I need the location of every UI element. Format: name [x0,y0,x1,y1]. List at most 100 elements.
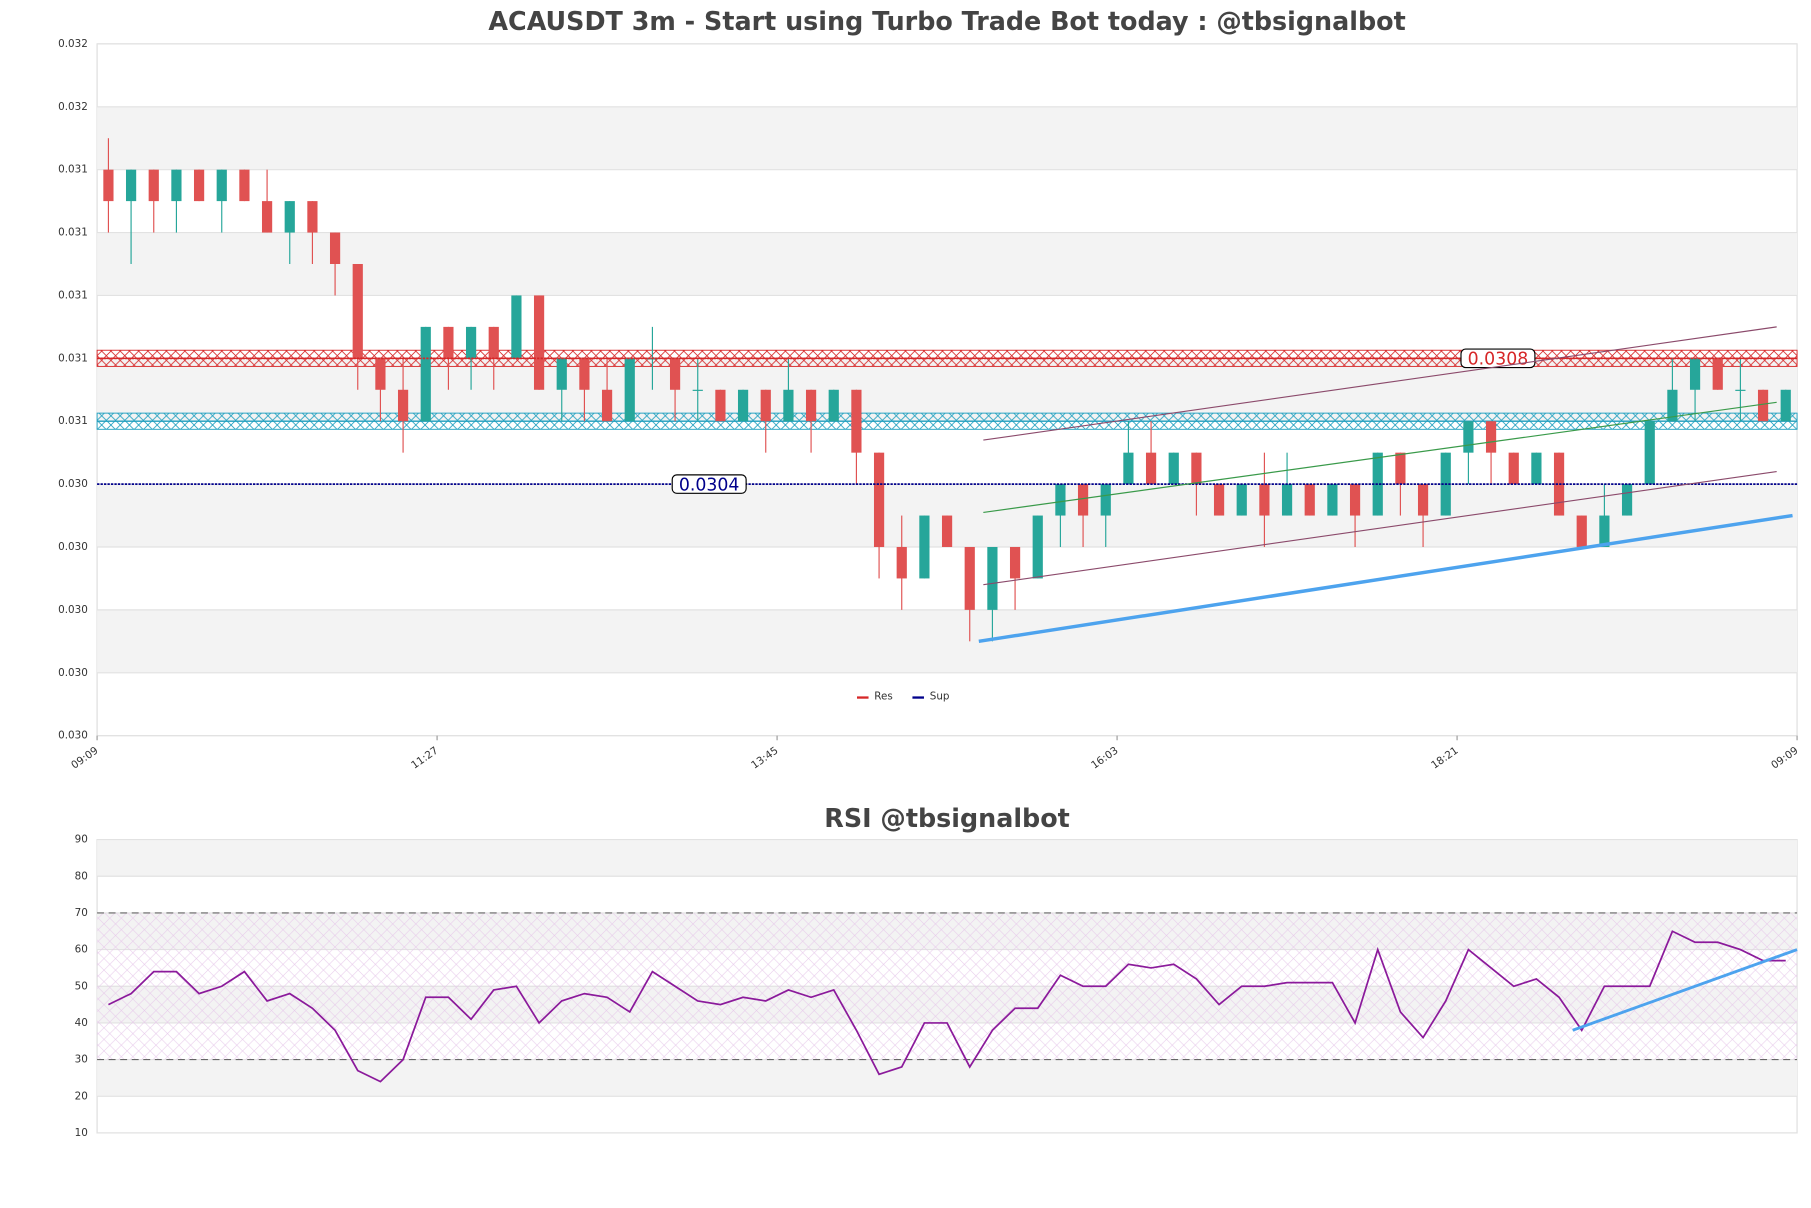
candle-body [1599,515,1610,547]
candle-body [171,169,182,202]
trend-line [983,470,1777,586]
trend-line [978,513,1793,644]
y-tick-label: 0.030 [58,541,88,553]
y-tick-label: 0.031 [58,227,88,239]
candle-body [896,546,907,579]
y-tick-label: 90 [75,834,88,846]
candle-body [1553,452,1565,516]
candle-body [261,201,273,233]
x-tick-label: 18:21 [1429,745,1460,772]
candle-body [1485,421,1497,453]
candle-body [1621,484,1633,516]
candle-body [579,358,590,390]
candle-body [125,169,137,202]
level-label-box [671,474,747,494]
x-tick-label: 11:27 [409,745,440,772]
candle-body [307,201,318,233]
candle-body [1667,389,1678,422]
y-tick-label: 0.031 [58,164,88,176]
candle-body [193,169,205,202]
y-tick-label: 10 [75,1127,88,1139]
candle-body [1712,358,1723,390]
candle-body [828,389,839,422]
candle-body [873,452,885,547]
candle-body [1077,484,1089,516]
grid-band [97,232,1798,296]
candle-body [103,169,114,202]
candle-body [1508,452,1519,485]
candle-body [601,389,613,422]
rsi-line [108,930,1786,1083]
y-tick-label: 0.030 [58,478,88,490]
legend-label: Res [874,690,893,702]
legend-label: Sup [930,690,950,702]
y-tick-label: 0.031 [58,415,88,427]
level-label-box [1460,348,1536,369]
candle-body [692,389,703,391]
candle-body [511,295,522,359]
candle-body [148,169,159,202]
candle-body [375,358,386,390]
grid-band [97,106,1798,170]
candle-body [1213,484,1225,516]
y-tick-label: 20 [75,1090,88,1102]
candle-body [1395,452,1406,485]
candle-body [284,201,295,233]
y-tick-label: 0.030 [58,604,88,616]
x-tick-label: 16:03 [1089,745,1120,772]
candle-body [1304,484,1315,516]
candle-body [1259,484,1270,516]
y-tick-label: 0.031 [58,289,88,301]
x-tick-label: 09:09 [1769,745,1800,772]
candle-body [1644,421,1655,485]
y-tick-label: 0.032 [58,38,88,50]
y-tick-label: 30 [75,1054,88,1066]
chart-title: ACAUSDT 3m - Start using Turbo Trade Bot… [488,6,1405,36]
trend-line [983,401,1777,513]
candle-body [1123,452,1134,485]
candle-body [1168,452,1179,485]
candle-body [352,263,363,359]
y-tick-label: 60 [75,944,88,956]
candle-body [783,389,794,422]
candle-body [1757,389,1769,422]
x-tick-label: 09:09 [69,745,100,772]
level-label: 0.0304 [679,475,740,495]
candle-body [443,326,454,359]
rsi-band [97,912,1798,1060]
grid-band [97,609,1798,673]
candle-body [1145,452,1157,485]
candle-body [1191,452,1202,485]
grid-band [97,1059,1798,1097]
y-tick-label: 0.030 [58,730,88,742]
candle-body [919,515,930,579]
candle-body [715,389,726,422]
candle-body [1349,484,1361,516]
candle-body [805,389,817,422]
y-tick-label: 70 [75,907,88,919]
candle-body [239,169,250,202]
candle-body [1055,484,1066,516]
candle-body [1032,515,1043,579]
candle-body [624,358,635,422]
candle-body [1236,484,1247,516]
candle-body [1780,389,1791,422]
y-tick-label: 0.030 [58,667,88,679]
candle-body [1531,452,1542,485]
candle-body [533,295,545,390]
candle-body [397,389,409,422]
candle-body [1463,421,1474,453]
candle-body [1576,515,1587,547]
candle-body [1009,546,1021,579]
candle-body [1281,484,1293,516]
candle-body [1735,389,1746,391]
candle-body [1100,484,1111,516]
y-tick-label: 40 [75,1017,88,1029]
y-tick-label: 0.031 [58,352,88,364]
candle-body [941,515,953,547]
candle-body [465,326,477,359]
candle-body [216,169,227,202]
candle-body [760,389,771,422]
